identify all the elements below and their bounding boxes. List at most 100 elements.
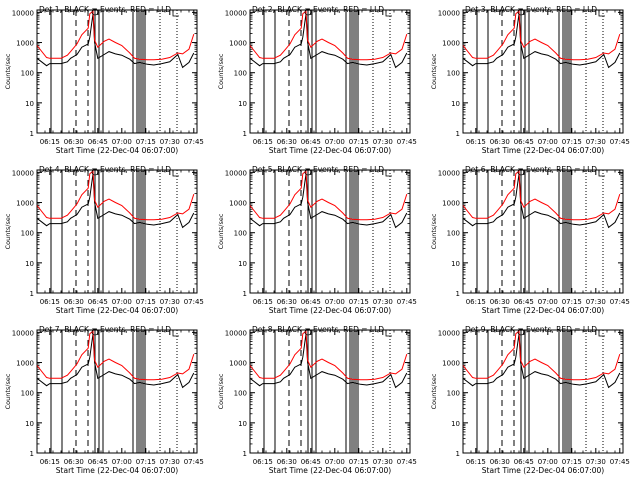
- x-tick-label: 06:45: [88, 458, 108, 466]
- x-tick-label: 06:45: [514, 138, 534, 146]
- lld-series-line: [36, 170, 195, 221]
- panel-title-legend: BLACK = Events, RED = LLD: [64, 165, 171, 174]
- x-tick-label: 07:45: [184, 458, 204, 466]
- x-tick-label: 07:15: [562, 458, 582, 466]
- x-tick-label: 06:45: [301, 298, 321, 306]
- y-tick-label: 10: [25, 260, 34, 268]
- events-series-line: [462, 13, 621, 69]
- plot-frame: [36, 9, 198, 134]
- detector-panel: 1 10 100 1000 10000 06:15 06:30 06:45 07:00 07:15…: [430, 5, 630, 155]
- x-tick-label: 07:30: [160, 138, 180, 146]
- y-axis-label: Counts/sec: [4, 373, 12, 409]
- y-tick-label: 1000: [229, 360, 247, 368]
- lld-series-line: [249, 170, 408, 221]
- saa-marker-icon: [91, 8, 99, 16]
- x-tick-label: 07:30: [586, 138, 606, 146]
- saa-marker-icon: [517, 328, 525, 336]
- saa-marker-icon: [91, 328, 99, 336]
- panel-title-legend: BLACK = Events, RED = LLD: [64, 325, 171, 334]
- events-series-line: [462, 333, 621, 389]
- x-tick-label: 06:30: [490, 458, 510, 466]
- y-tick-label: 10: [451, 100, 460, 108]
- x-axis-label: Start Time (22-Dec-04 06:07:00): [482, 146, 604, 155]
- x-tick-label: 07:00: [325, 458, 345, 466]
- x-tick-label: 07:45: [184, 138, 204, 146]
- y-axis-label: Counts/sec: [430, 373, 438, 409]
- plot-frame: [36, 329, 198, 454]
- night-marker-icon: [172, 10, 179, 17]
- y-tick-label: 100: [234, 230, 247, 238]
- night-marker-icon: [385, 330, 392, 337]
- y-tick-label: 1: [30, 290, 34, 298]
- saa-marker-icon: [304, 8, 312, 16]
- plot-frame: [462, 329, 624, 454]
- x-tick-label: 07:15: [562, 298, 582, 306]
- panel-title-legend: BLACK = Events, RED = LLD: [277, 325, 384, 334]
- x-tick-label: 07:00: [538, 298, 558, 306]
- y-tick-label: 1000: [16, 200, 34, 208]
- y-axis-label: Counts/sec: [4, 53, 12, 89]
- y-tick-label: 10: [238, 100, 247, 108]
- y-tick-label: 10000: [225, 169, 247, 177]
- lld-series-line: [36, 330, 195, 381]
- y-tick-label: 1000: [442, 200, 460, 208]
- panel-title-separator: ,: [60, 165, 65, 174]
- y-tick-label: 1: [243, 450, 247, 458]
- detector-panel: 1 10 100 1000 10000 06:15 06:30 06:45 07:00 07:15…: [4, 325, 204, 475]
- x-tick-label: 06:30: [277, 138, 297, 146]
- panel-title-legend: BLACK = Events, RED = LLD: [64, 5, 171, 14]
- panel-title-detector: Det 7: [39, 325, 60, 334]
- events-series-line: [462, 173, 621, 229]
- x-tick-label: 07:45: [184, 298, 204, 306]
- x-tick-label: 07:30: [373, 458, 393, 466]
- y-tick-label: 100: [21, 230, 34, 238]
- panel-title: Det 1, BLACK = Events, RED = LLD: [39, 5, 171, 14]
- x-tick-label: 06:15: [466, 138, 486, 146]
- panel-title-detector: Det 2: [252, 5, 273, 14]
- x-tick-label: 07:30: [586, 298, 606, 306]
- y-tick-label: 10: [25, 100, 34, 108]
- x-tick-label: 07:30: [160, 298, 180, 306]
- events-series-line: [36, 333, 195, 389]
- x-tick-label: 07:45: [397, 458, 417, 466]
- x-axis-label: Start Time (22-Dec-04 06:07:00): [482, 306, 604, 315]
- x-axis-label: Start Time (22-Dec-04 06:07:00): [269, 306, 391, 315]
- lld-series-line: [249, 10, 408, 61]
- panel-title-detector: Det 6: [465, 165, 486, 174]
- y-axis-label: Counts/sec: [217, 53, 225, 89]
- x-tick-label: 06:45: [88, 138, 108, 146]
- x-axis-label: Start Time (22-Dec-04 06:07:00): [269, 466, 391, 475]
- y-axis-label: Counts/sec: [430, 53, 438, 89]
- x-tick-label: 06:30: [64, 298, 84, 306]
- detector-panel: 1 10 100 1000 10000 06:15 06:30 06:45 07:00 07:15…: [217, 5, 417, 155]
- y-tick-label: 1000: [442, 360, 460, 368]
- y-tick-label: 1: [30, 450, 34, 458]
- x-tick-label: 07:45: [397, 298, 417, 306]
- plot-frame: [249, 169, 411, 294]
- panel-title-detector: Det 1: [39, 5, 60, 14]
- panel-title-detector: Det 5: [252, 165, 273, 174]
- panel-title-separator: ,: [486, 325, 491, 334]
- plot-frame: [462, 169, 624, 294]
- x-tick-label: 07:00: [538, 458, 558, 466]
- x-tick-label: 06:30: [64, 458, 84, 466]
- x-tick-label: 06:15: [40, 458, 60, 466]
- panel-title: Det 7, BLACK = Events, RED = LLD: [39, 325, 171, 334]
- night-marker-icon: [598, 10, 605, 17]
- y-tick-label: 100: [447, 70, 460, 78]
- panel-title-separator: ,: [273, 325, 278, 334]
- y-tick-label: 1000: [442, 40, 460, 48]
- x-tick-label: 07:15: [349, 138, 369, 146]
- panel-title-separator: ,: [60, 5, 65, 14]
- x-tick-label: 07:00: [112, 138, 132, 146]
- panel-title-detector: Det 8: [252, 325, 273, 334]
- x-tick-label: 06:15: [40, 138, 60, 146]
- saa-marker-icon: [517, 168, 525, 176]
- x-tick-label: 07:00: [112, 458, 132, 466]
- y-tick-label: 10: [25, 420, 34, 428]
- lld-series-line: [36, 10, 195, 61]
- x-tick-label: 07:15: [349, 458, 369, 466]
- y-tick-label: 1000: [16, 360, 34, 368]
- y-tick-label: 100: [234, 390, 247, 398]
